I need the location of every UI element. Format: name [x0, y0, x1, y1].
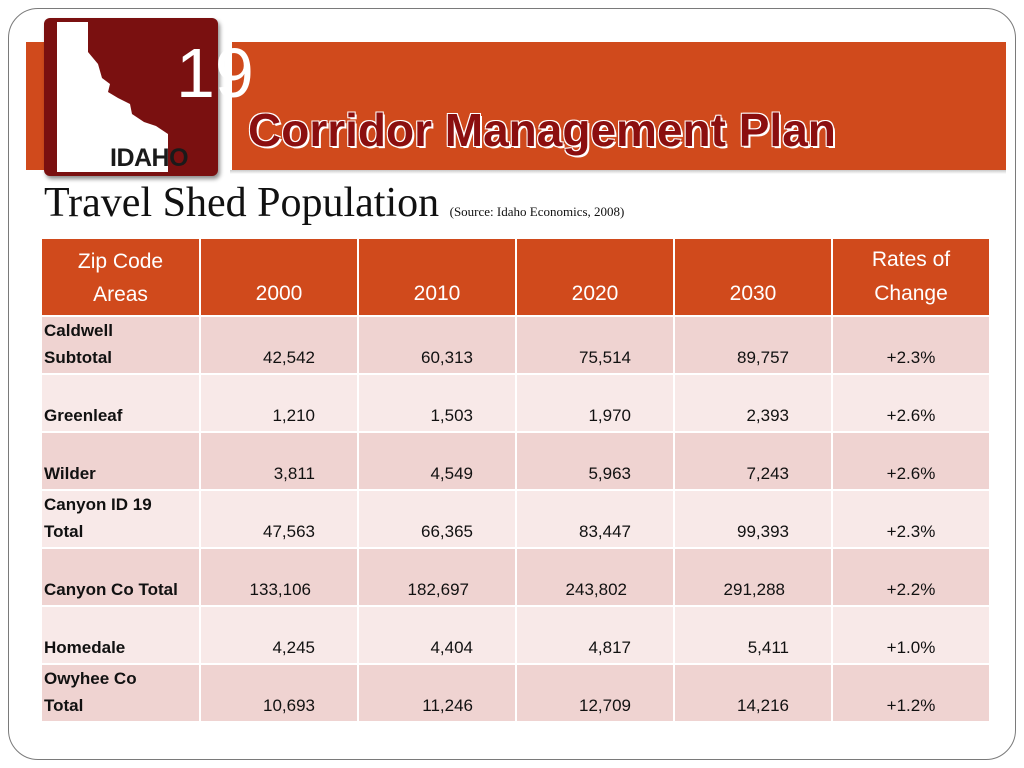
table-row: Canyon Co Total 133,106 182,697 243,802 291,… [42, 547, 991, 606]
population-cell: 7,243 [674, 431, 833, 490]
rate-of-change-cell: +2.2% [832, 547, 991, 606]
population-cell: 4,404 [358, 605, 517, 664]
population-cell: 4,817 [516, 605, 675, 664]
population-cell: 243,802 [516, 547, 675, 606]
column-header-zip-code-areas: Zip Code Areas [42, 239, 201, 316]
population-cell: 3,811 [200, 431, 359, 490]
table-row: Canyon ID 19 Total 47,563 66,365 83,447 99,39… [42, 489, 991, 548]
idaho-state-shape-icon [57, 22, 168, 172]
rate-of-change-cell: +2.6% [832, 373, 991, 432]
rate-of-change-cell: +2.6% [832, 431, 991, 490]
population-cell: 75,514 [516, 315, 675, 374]
zip-area-name: Caldwell Subtotal [42, 315, 201, 374]
zip-area-name: Homedale [42, 605, 201, 664]
banner-shadow [230, 170, 1006, 174]
table-row: Owyhee Co Total 10,693 11,246 12,709 14,216 +1… [42, 663, 991, 721]
route-number: 19 [176, 34, 254, 112]
population-cell: 12,709 [516, 663, 675, 721]
population-cell: 4,245 [200, 605, 359, 664]
zip-area-name: Wilder [42, 431, 201, 490]
population-cell: 11,246 [358, 663, 517, 721]
slide-frame [8, 8, 1016, 760]
table-row: Caldwell Subtotal 42,542 60,313 75,514 89,757… [42, 315, 991, 374]
population-cell: 42,542 [200, 315, 359, 374]
population-table: Zip Code Areas 2000 2010 2020 2030 Rates … [42, 239, 991, 721]
population-cell: 291,288 [674, 547, 833, 606]
column-header-2010: 2010 [358, 239, 517, 316]
zip-area-name: Greenleaf [42, 373, 201, 432]
zip-area-name: Canyon Co Total [42, 547, 201, 606]
population-cell: 89,757 [674, 315, 833, 374]
logo-label: IDAHO [110, 144, 189, 172]
column-header-2030: 2030 [674, 239, 833, 316]
slide-subtitle: Travel Shed Population (Source: Idaho Ec… [44, 180, 624, 226]
population-cell: 99,393 [674, 489, 833, 548]
population-cell: 60,313 [358, 315, 517, 374]
population-cell: 66,365 [358, 489, 517, 548]
population-cell: 47,563 [200, 489, 359, 548]
zip-area-name: Canyon ID 19 Total [42, 489, 201, 548]
table-row: Homedale 4,245 4,404 4,817 5,411 +1.0% [42, 605, 991, 664]
page-title: Corridor Management Plan [248, 104, 836, 156]
rate-of-change-cell: +2.3% [832, 315, 991, 374]
population-cell: 83,447 [516, 489, 675, 548]
population-cell: 1,210 [200, 373, 359, 432]
column-header-2000: 2000 [200, 239, 359, 316]
population-cell: 182,697 [358, 547, 517, 606]
rate-of-change-cell: +1.2% [832, 663, 991, 721]
population-cell: 1,970 [516, 373, 675, 432]
column-header-2020: 2020 [516, 239, 675, 316]
column-header-rates-of-change: Rates of Change [832, 239, 991, 316]
population-cell: 5,963 [516, 431, 675, 490]
subtitle-text: Travel Shed Population [44, 180, 440, 226]
population-cell: 5,411 [674, 605, 833, 664]
population-cell: 133,106 [200, 547, 359, 606]
rate-of-change-cell: +1.0% [832, 605, 991, 664]
population-cell: 14,216 [674, 663, 833, 721]
zip-area-name: Owyhee Co Total [42, 663, 201, 721]
population-cell: 1,503 [358, 373, 517, 432]
table-row: Greenleaf 1,210 1,503 1,970 2,393 +2.6% [42, 373, 991, 432]
population-cell: 4,549 [358, 431, 517, 490]
table-header-row: Zip Code Areas 2000 2010 2020 2030 Rates … [42, 239, 991, 316]
source-citation: (Source: Idaho Economics, 2008) [449, 204, 625, 219]
idaho-19-logo: 19 IDAHO [44, 18, 254, 176]
population-cell: 10,693 [200, 663, 359, 721]
table-row: Wilder 3,811 4,549 5,963 7,243 +2.6% [42, 431, 991, 490]
population-cell: 2,393 [674, 373, 833, 432]
title-banner [232, 42, 1006, 170]
rate-of-change-cell: +2.3% [832, 489, 991, 548]
